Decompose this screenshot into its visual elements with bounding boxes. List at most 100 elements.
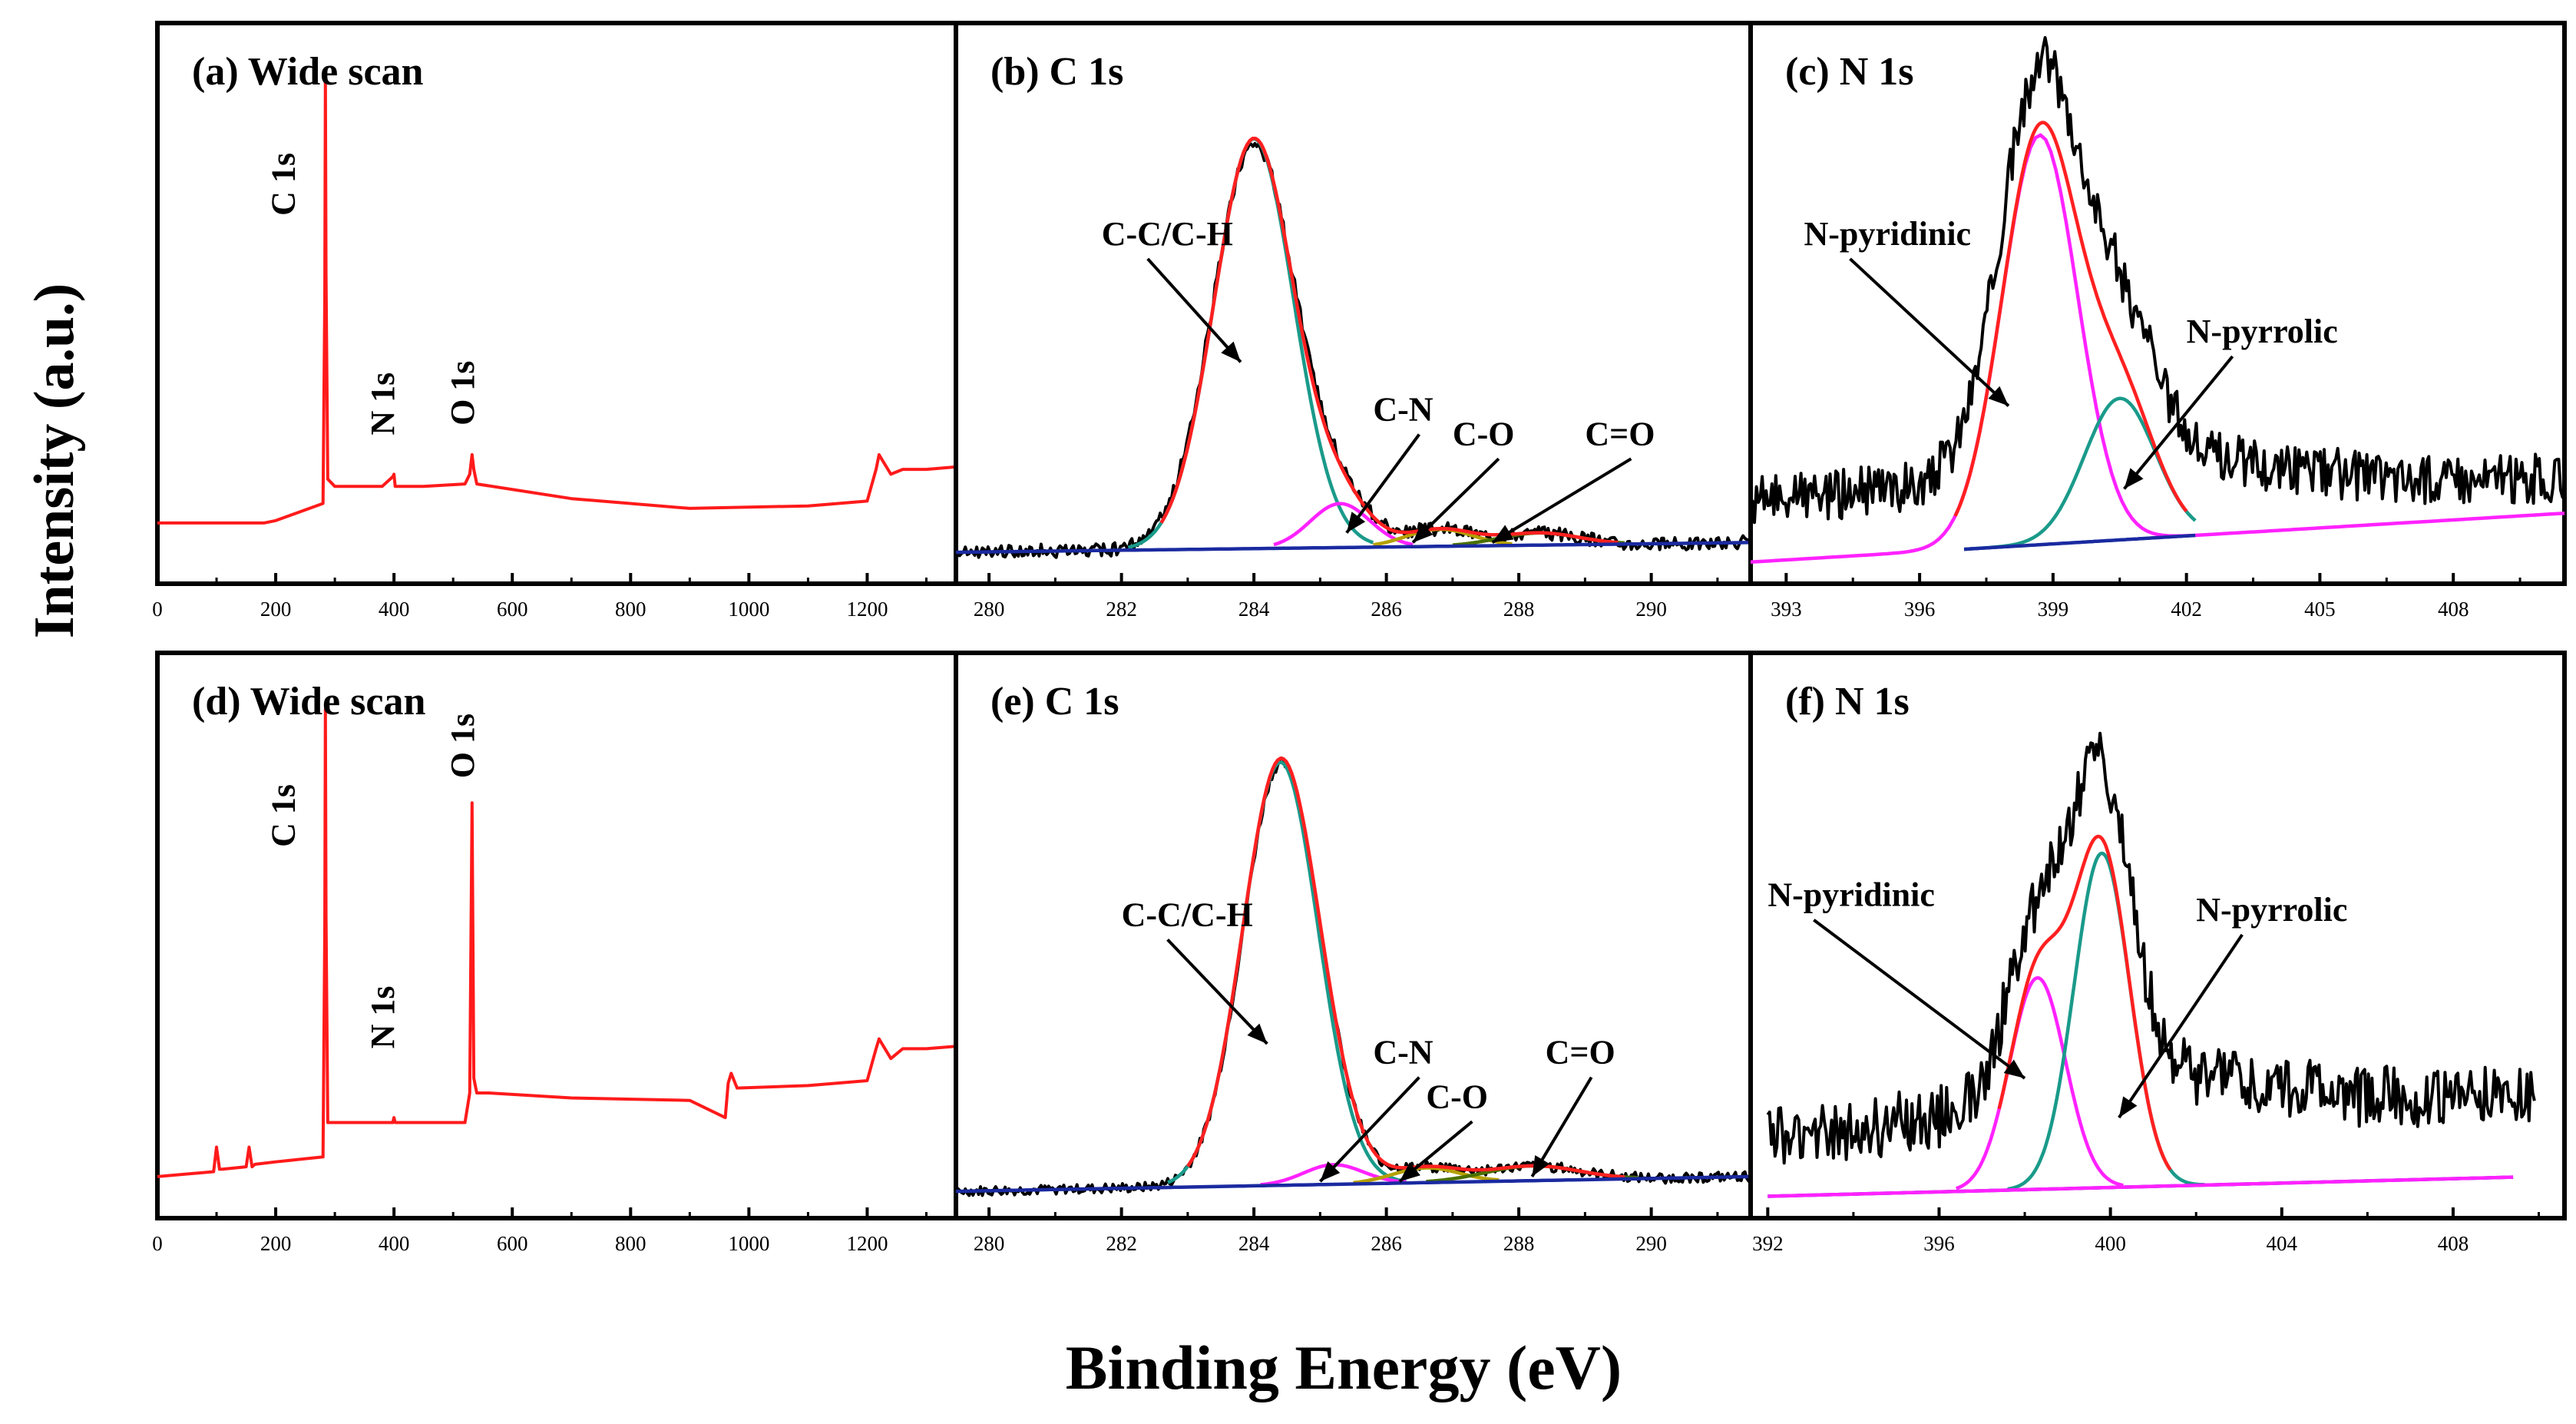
arrow-line <box>1813 919 2026 1080</box>
x-tick-label: 408 <box>2438 1232 2469 1255</box>
panel-b: 280 282 284 286 288 290 (b) C 1s C-C/C-H C-N C-O C… <box>954 21 1753 621</box>
panel-frame <box>155 651 958 1220</box>
arrow-head <box>1346 512 1366 533</box>
x-tick-label: 290 <box>1635 598 1667 621</box>
component-label: N-pyridinic <box>1767 876 1935 914</box>
x-tick-label: 400 <box>379 598 410 621</box>
x-tick-label: 400 <box>379 1232 410 1255</box>
peak-label: N 1s <box>364 986 402 1049</box>
series-raw <box>954 141 1752 559</box>
x-tick-label: 396 <box>1923 1232 1955 1255</box>
peak-label: C 1s <box>265 784 303 847</box>
arrow-line <box>1849 257 2010 407</box>
x-tick-label: 280 <box>974 598 1005 621</box>
x-tick-label: 290 <box>1635 1232 1667 1255</box>
x-tick-label: 1000 <box>728 598 769 621</box>
series-N-pyridinic <box>1955 975 2125 1191</box>
x-tick-label: 200 <box>260 1232 292 1255</box>
series-raw <box>954 756 1752 1197</box>
peak-label: O 1s <box>444 714 481 778</box>
x-tick-label: 0 <box>152 598 163 621</box>
arrow-head <box>1532 1154 1550 1177</box>
x-tick-label: 1200 <box>846 1232 888 1255</box>
x-tick-label: 282 <box>1106 1232 1137 1255</box>
arrow-head <box>1247 1023 1268 1045</box>
arrow-head <box>2124 468 2144 489</box>
x-tick-label: 399 <box>2038 598 2069 621</box>
series-survey <box>157 78 957 525</box>
series-C-C/C-H <box>1167 760 1407 1184</box>
component-label: C-C/C-H <box>1122 896 1253 933</box>
panel-frame <box>954 651 1753 1220</box>
x-tick-label: 408 <box>2438 598 2469 621</box>
peak-label: O 1s <box>444 361 481 426</box>
x-tick-label: 284 <box>1238 1232 1270 1255</box>
series-envelope <box>1186 757 1625 1179</box>
component-label: C-O <box>1426 1078 1488 1115</box>
x-tick-label: 286 <box>1371 598 1402 621</box>
component-label: C-N <box>1373 391 1433 429</box>
component-label: N-pyrrolic <box>2187 313 2338 350</box>
series-C-C/C-H <box>1127 137 1374 549</box>
x-tick-label: 0 <box>152 1232 163 1255</box>
component-label: C-C/C-H <box>1102 215 1233 253</box>
arrow-line <box>2123 355 2234 490</box>
x-tick-label: 393 <box>1771 598 1802 621</box>
component-label: C=O <box>1585 415 1655 452</box>
x-tick-label: 405 <box>2304 598 2336 621</box>
x-tick-label: 800 <box>615 598 646 621</box>
x-tick-label: 288 <box>1503 1232 1535 1255</box>
panel-c: 393 396 399 402 405 408 (c) N 1s N-pyridinic N-p… <box>1748 21 2567 621</box>
series-survey <box>157 707 957 1178</box>
series-C-N <box>1272 502 1414 547</box>
series-background <box>1963 533 2196 551</box>
x-axis-label: Binding Energy (eV) <box>1066 1333 1622 1402</box>
panel-title: (e) C 1s <box>990 680 1119 724</box>
x-tick-label: 396 <box>1904 598 1936 621</box>
panel-frame <box>1748 21 2567 586</box>
arrow-line <box>1411 457 1500 544</box>
x-tick-label: 402 <box>2171 598 2202 621</box>
panel-frame <box>954 21 1753 586</box>
series-background <box>955 1174 1751 1194</box>
panel-title: (d) Wide scan <box>192 680 425 724</box>
series-envelope <box>1997 834 2172 1171</box>
arrow-line <box>1318 1076 1420 1183</box>
y-axis-label: Intensity (a.u.) <box>23 283 86 639</box>
arrow-line <box>1345 433 1420 534</box>
x-tick-label: 280 <box>974 1232 1005 1255</box>
x-tick-label: 282 <box>1106 598 1137 621</box>
panel-d: 0 200 400 600 800 1000 1200 (d) Wide scan C 1s N … <box>152 651 958 1255</box>
x-tick-label: 600 <box>497 1232 528 1255</box>
panel-title: (f) N 1s <box>1785 680 1910 724</box>
x-tick-label: 286 <box>1371 1232 1402 1255</box>
x-tick-label: 284 <box>1238 598 1270 621</box>
arrow-head <box>2003 1059 2025 1078</box>
component-label: C-N <box>1373 1034 1433 1071</box>
panel-e: 280 282 284 286 288 290 (e) C 1s C-C/C-H C-N C-O C… <box>954 651 1753 1255</box>
x-tick-label: 200 <box>260 598 292 621</box>
series-N-pyrrolic <box>1963 396 2197 551</box>
peak-label: C 1s <box>265 153 303 216</box>
series-background <box>956 541 1751 555</box>
arrow-head <box>1399 1162 1420 1182</box>
series-N-pyrrolic <box>2007 851 2206 1191</box>
x-tick-label: 800 <box>615 1232 646 1255</box>
x-tick-label: 392 <box>1752 1232 1784 1255</box>
x-tick-label: 1200 <box>846 598 888 621</box>
panel-a: 0 200 400 600 800 1000 1200 (a) Wide scan C 1s N … <box>152 21 958 621</box>
arrow-line <box>1166 938 1268 1045</box>
arrow-head <box>1492 525 1514 543</box>
arrow-head <box>1988 386 2009 406</box>
panels-group: 0 200 400 600 800 1000 1200 (a) Wide scan C 1s N … <box>152 21 2567 1255</box>
component-label: C=O <box>1546 1034 1615 1071</box>
component-label: C-O <box>1453 415 1515 452</box>
arrow-line <box>1146 257 1242 363</box>
peak-label: N 1s <box>364 373 402 435</box>
panel-title: (b) C 1s <box>990 50 1123 94</box>
x-tick-label: 1000 <box>728 1232 769 1255</box>
arrow-head <box>1413 522 1433 543</box>
arrow-head <box>1320 1161 1341 1182</box>
series-N-pyridinic <box>1750 133 2565 564</box>
